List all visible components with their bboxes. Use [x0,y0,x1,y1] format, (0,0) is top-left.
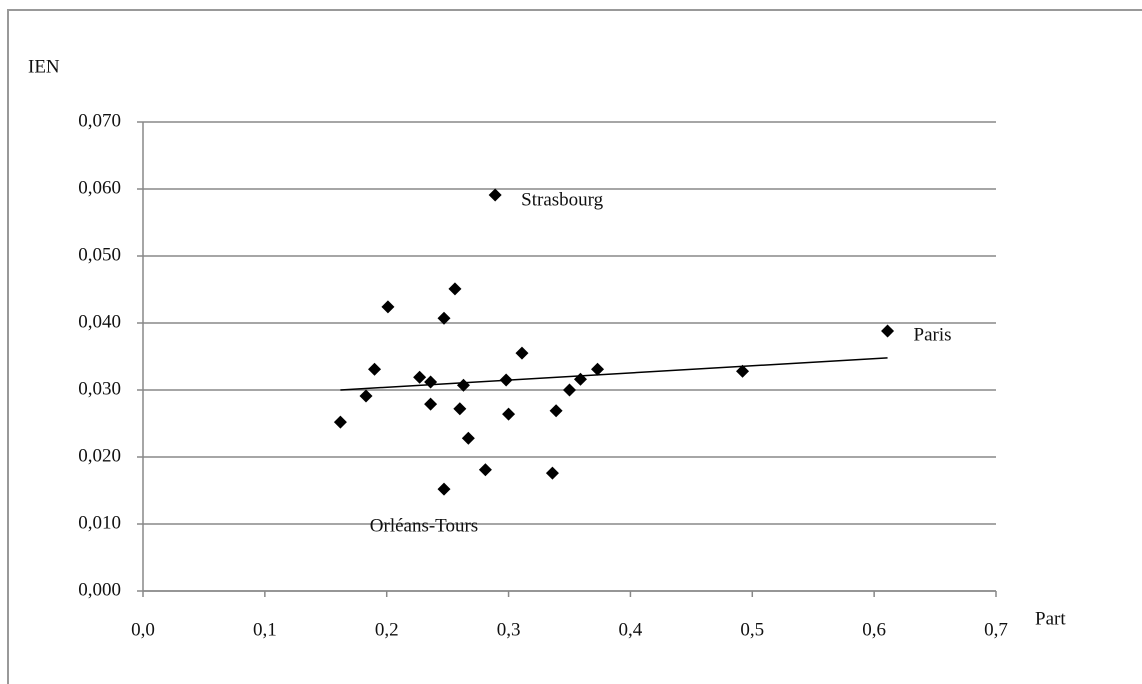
data-point [424,397,438,411]
y-tick-label: 0,010 [78,512,121,533]
point-annotation: Paris [914,324,952,345]
data-point [545,466,559,480]
data-point [461,431,475,445]
x-tick-label: 0,7 [984,619,1008,640]
y-tick-label: 0,060 [78,177,121,198]
data-point [437,311,451,325]
data-point [502,407,516,421]
data-point [359,389,373,403]
data-point [563,383,576,397]
data-point [478,463,492,477]
data-point [573,372,587,386]
x-tick-label: 0,1 [253,619,277,640]
y-tick-label: 0,020 [78,445,121,466]
x-tick-label: 0,4 [619,619,643,640]
data-point [333,415,347,429]
x-tick-label: 0,6 [862,619,886,640]
data-point [381,300,395,314]
data-point [881,324,895,338]
y-tick-label: 0,070 [78,110,121,131]
y-tick-label: 0,000 [78,579,121,600]
x-tick-label: 0,3 [497,619,521,640]
y-tick-label: 0,040 [78,311,121,332]
y-tick-label: 0,030 [78,378,121,399]
data-point [488,188,502,202]
x-tick-label: 0,2 [375,619,399,640]
point-annotation: Orléans-Tours [370,516,478,537]
data-point [736,364,750,378]
data-point [453,402,467,416]
data-point [456,378,470,392]
data-point [437,482,451,496]
data-point [368,362,382,376]
y-tick-label: 0,050 [78,244,121,265]
data-point [591,362,605,376]
data-point [549,404,563,418]
frame [7,9,1142,684]
data-point [413,370,427,384]
data-point [424,375,438,389]
y-axis-label: IEN [28,56,60,77]
data-point [448,282,462,296]
x-axis-label: Part [1035,608,1066,629]
x-tick-label: 0,0 [131,619,155,640]
point-annotation: Strasbourg [521,189,603,210]
data-point [499,373,513,387]
x-tick-label: 0,5 [740,619,764,640]
data-point [515,346,529,360]
